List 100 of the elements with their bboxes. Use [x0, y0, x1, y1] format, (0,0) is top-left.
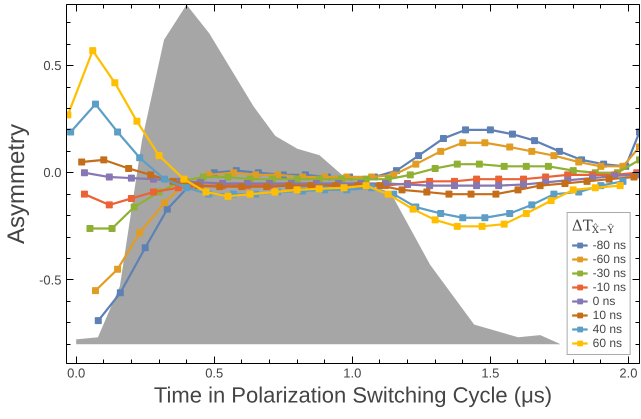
point	[180, 176, 188, 183]
point	[116, 289, 124, 296]
point	[437, 148, 444, 155]
x-tick-label: 1.0	[343, 366, 362, 380]
point	[520, 181, 528, 188]
point	[473, 176, 480, 183]
point	[459, 139, 466, 146]
legend-label: 60 ns	[592, 336, 622, 350]
point	[432, 164, 439, 172]
point	[531, 137, 538, 144]
legend-label: 0 ns	[592, 294, 616, 308]
point	[316, 185, 323, 192]
point	[432, 216, 439, 224]
point	[92, 100, 99, 108]
point	[130, 204, 138, 211]
point	[616, 182, 624, 190]
point	[67, 128, 74, 136]
point	[536, 182, 544, 190]
point	[216, 183, 224, 190]
point	[410, 206, 417, 213]
y-tick-label: 0.0	[43, 165, 62, 180]
point	[294, 176, 301, 183]
y-axis-title: Asymmetry	[3, 124, 30, 244]
point	[454, 222, 461, 230]
point	[570, 186, 577, 194]
point	[415, 152, 422, 160]
point	[506, 210, 514, 217]
point	[500, 162, 508, 170]
point	[114, 266, 122, 273]
point	[224, 174, 232, 181]
legend-label: -30 ns	[592, 266, 626, 280]
point	[100, 156, 108, 164]
point	[238, 183, 246, 190]
point	[473, 182, 480, 190]
point	[128, 174, 135, 182]
point	[263, 183, 270, 190]
point	[108, 224, 116, 232]
point	[78, 158, 86, 166]
point	[80, 169, 88, 176]
x-tick-label: 1.5	[481, 366, 500, 380]
point	[92, 287, 99, 294]
point	[412, 160, 420, 168]
point	[128, 194, 135, 202]
point	[478, 222, 486, 230]
point	[495, 176, 502, 183]
point	[94, 317, 102, 324]
point	[246, 190, 254, 198]
point	[522, 210, 530, 217]
point	[528, 148, 536, 155]
point	[561, 180, 568, 187]
point	[161, 199, 168, 206]
point	[486, 126, 494, 134]
point	[584, 178, 591, 185]
point	[133, 118, 140, 125]
point	[230, 169, 238, 176]
point	[294, 186, 301, 194]
point	[125, 164, 132, 172]
point	[548, 197, 555, 204]
point	[522, 162, 530, 170]
point	[597, 162, 604, 170]
point	[426, 182, 434, 190]
point	[150, 188, 157, 196]
legend-label: 10 ns	[592, 308, 622, 322]
x-axis-title: Time in Polarization Switching Cycle (μs)	[154, 382, 552, 408]
point	[445, 190, 452, 198]
point	[528, 201, 536, 208]
point	[492, 190, 500, 198]
point	[550, 190, 558, 198]
point	[136, 229, 144, 236]
point	[514, 186, 522, 194]
point	[80, 190, 88, 198]
point	[570, 167, 577, 174]
point	[161, 176, 168, 183]
point	[506, 144, 514, 151]
point	[89, 47, 96, 54]
point	[202, 188, 210, 196]
point	[156, 152, 163, 160]
point	[575, 158, 582, 166]
point	[606, 176, 613, 183]
point	[136, 154, 144, 162]
point	[495, 182, 502, 190]
point	[550, 152, 558, 160]
point	[86, 224, 94, 232]
point	[147, 171, 154, 178]
legend-label: 40 ns	[592, 322, 622, 336]
point	[224, 192, 232, 200]
y-tick-label: 0.5	[43, 58, 62, 74]
point	[476, 160, 483, 168]
point	[142, 244, 149, 252]
y-tick-label: -0.5	[39, 272, 62, 288]
point	[481, 139, 488, 146]
point	[376, 182, 384, 190]
point	[500, 220, 508, 228]
legend-label: -10 ns	[592, 280, 626, 294]
point	[462, 126, 470, 134]
point	[454, 160, 461, 168]
legend-label: -60 ns	[592, 252, 626, 266]
point	[481, 214, 488, 222]
point	[384, 190, 392, 198]
point	[508, 130, 516, 138]
